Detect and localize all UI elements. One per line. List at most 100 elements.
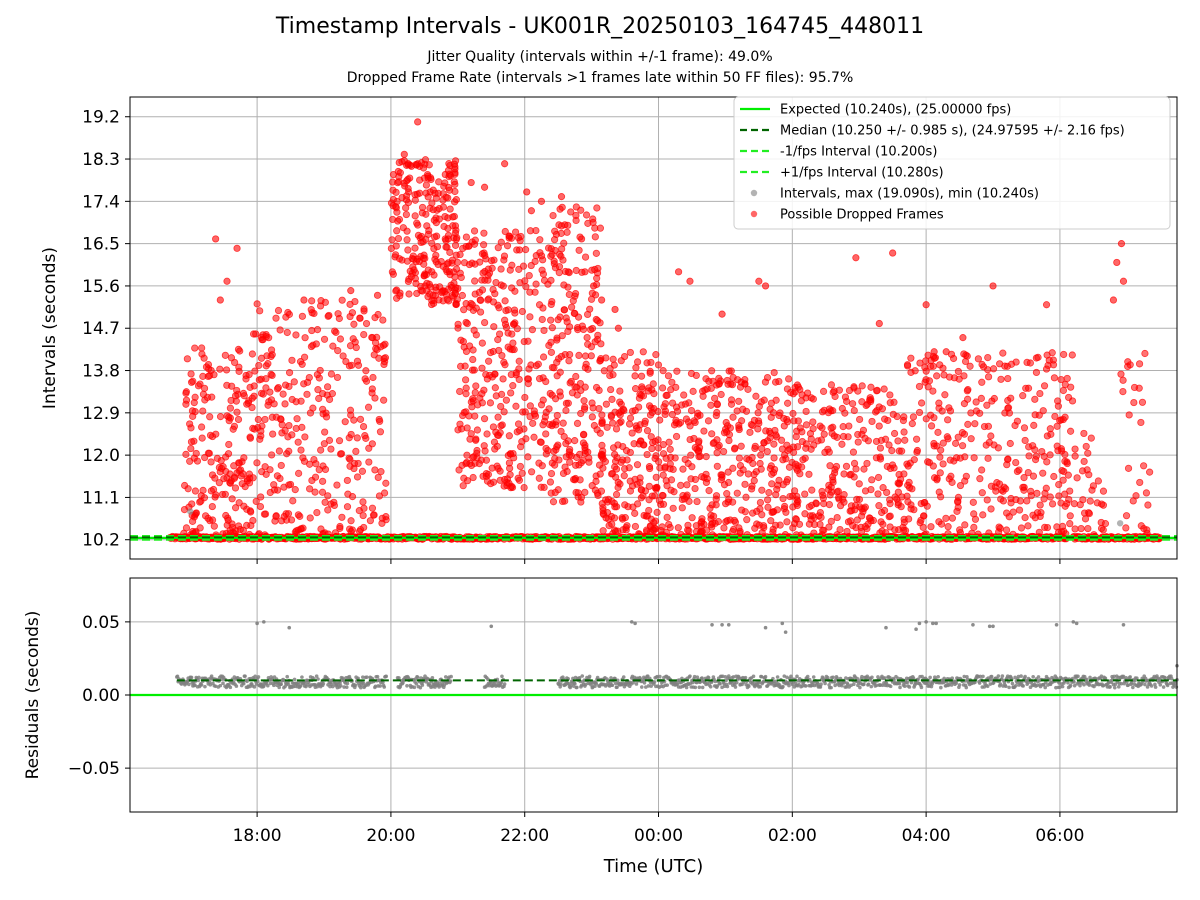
dropped-frame-point bbox=[521, 393, 529, 402]
residual-point bbox=[882, 676, 887, 680]
dropped-frame-point bbox=[401, 182, 409, 190]
dropped-frame-point bbox=[259, 390, 267, 398]
dropped-frame-point bbox=[311, 488, 319, 496]
dropped-frame-point bbox=[182, 396, 191, 404]
dropped-frame-point bbox=[886, 512, 894, 520]
dropped-frame-point bbox=[361, 432, 369, 440]
dropped-frame-point bbox=[602, 354, 610, 362]
dropped-frame-point bbox=[553, 411, 561, 420]
dropped-frame-point bbox=[369, 334, 377, 342]
dropped-frame-point bbox=[350, 459, 359, 468]
dropped-frame-point bbox=[748, 509, 757, 517]
dropped-frame-point bbox=[801, 454, 809, 462]
dropped-frame-point bbox=[665, 438, 673, 446]
dropped-frame-point bbox=[491, 384, 499, 392]
dropped-frame-point bbox=[925, 459, 934, 467]
dropped-frame-point bbox=[758, 445, 766, 453]
dropped-frame-point bbox=[884, 416, 892, 425]
dropped-frame-point bbox=[321, 465, 330, 474]
dropped-frame-point bbox=[643, 526, 651, 534]
dropped-frame-point bbox=[369, 373, 377, 382]
dropped-frame-point bbox=[1132, 492, 1140, 500]
dropped-frame-point bbox=[751, 444, 759, 453]
dropped-frame-point bbox=[643, 427, 652, 435]
dropped-frame-point bbox=[261, 415, 269, 424]
dropped-frame-point bbox=[204, 361, 213, 369]
dropped-frame-point bbox=[944, 416, 952, 424]
residual-point bbox=[420, 683, 425, 687]
dropped-frame-point bbox=[1065, 393, 1073, 402]
dropped-frame-point bbox=[637, 391, 645, 399]
dropped-frame-point bbox=[772, 396, 780, 404]
residual-point bbox=[621, 675, 626, 679]
dropped-frame-point bbox=[765, 489, 773, 497]
dropped-frame-point bbox=[847, 502, 856, 510]
dropped-frame-point bbox=[518, 307, 527, 316]
dropped-frame-point bbox=[591, 233, 599, 241]
dropped-frame-point bbox=[713, 408, 721, 417]
dropped-frame-point bbox=[907, 354, 915, 362]
dropped-frame-point bbox=[835, 495, 843, 503]
residual-point bbox=[795, 674, 799, 679]
dropped-frame-point bbox=[842, 462, 851, 470]
dropped-frame-point bbox=[303, 390, 311, 398]
dropped-frame-point bbox=[462, 233, 470, 241]
dropped-frame-point bbox=[819, 526, 827, 534]
dropped-frame-point bbox=[1023, 497, 1031, 505]
dropped-frame-point bbox=[1033, 489, 1041, 497]
dropped-frame-point bbox=[451, 241, 460, 249]
residual-point bbox=[228, 685, 233, 690]
dropped-frame-point bbox=[254, 415, 262, 424]
dropped-frame-point bbox=[352, 447, 360, 456]
dropped-frame-point bbox=[268, 351, 276, 359]
dropped-frame-point bbox=[978, 489, 986, 497]
dropped-frame-point bbox=[789, 503, 797, 511]
dropped-frame-point bbox=[760, 439, 768, 447]
dropped-frame-point bbox=[1080, 457, 1088, 466]
y-tick-label: 0.00 bbox=[82, 686, 120, 706]
dropped-frame-point bbox=[609, 419, 617, 427]
dropped-frame-point bbox=[198, 344, 206, 352]
dropped-frame-point bbox=[984, 373, 993, 381]
dropped-frame-point bbox=[880, 506, 889, 515]
dropped-frame-point bbox=[702, 375, 710, 383]
dropped-frame-point bbox=[241, 482, 249, 491]
dropped-frame-point bbox=[580, 430, 588, 438]
dropped-frame-point bbox=[422, 210, 430, 218]
dropped-frame-point bbox=[318, 488, 327, 496]
dropped-frame-point bbox=[1019, 392, 1027, 400]
dropped-frame-point bbox=[275, 447, 283, 455]
dropped-frame-point bbox=[580, 397, 588, 405]
dropped-frame-point bbox=[294, 511, 303, 519]
dropped-frame-point bbox=[463, 319, 471, 328]
dropped-frame-point bbox=[395, 215, 404, 224]
dropped-frame-point bbox=[683, 481, 691, 489]
dropped-frame-point bbox=[558, 203, 566, 211]
dropped-frame-point bbox=[577, 235, 586, 243]
dropped-frame-point bbox=[1009, 508, 1017, 516]
dropped-frame-point bbox=[608, 497, 616, 506]
dropped-frame-point bbox=[432, 286, 440, 294]
dropped-frame-point bbox=[454, 320, 462, 328]
dropped-frame-point bbox=[317, 446, 325, 454]
residual-point bbox=[256, 675, 261, 679]
dropped-frame-point bbox=[535, 474, 543, 482]
dropped-frame-point bbox=[299, 524, 307, 532]
dropped-frame-point bbox=[460, 259, 469, 267]
dropped-frame-point bbox=[473, 426, 481, 434]
dropped-frame-point bbox=[1007, 499, 1015, 507]
dropped-frame-point bbox=[628, 429, 636, 437]
dropped-frame-point bbox=[522, 246, 530, 254]
dropped-frame-point bbox=[1021, 436, 1029, 445]
dropped-frame-point bbox=[191, 487, 200, 495]
dropped-frame-point bbox=[729, 413, 737, 421]
dropped-frame-point bbox=[471, 412, 479, 420]
dropped-frame-point bbox=[568, 303, 576, 311]
dropped-frame-point bbox=[658, 491, 667, 500]
dropped-frame-point bbox=[618, 515, 627, 523]
dropped-frame-point bbox=[389, 270, 397, 278]
dropped-frame-point bbox=[924, 351, 932, 359]
dropped-frame-point bbox=[670, 421, 679, 429]
dropped-frame-point bbox=[682, 415, 691, 423]
residual-point bbox=[397, 676, 401, 680]
